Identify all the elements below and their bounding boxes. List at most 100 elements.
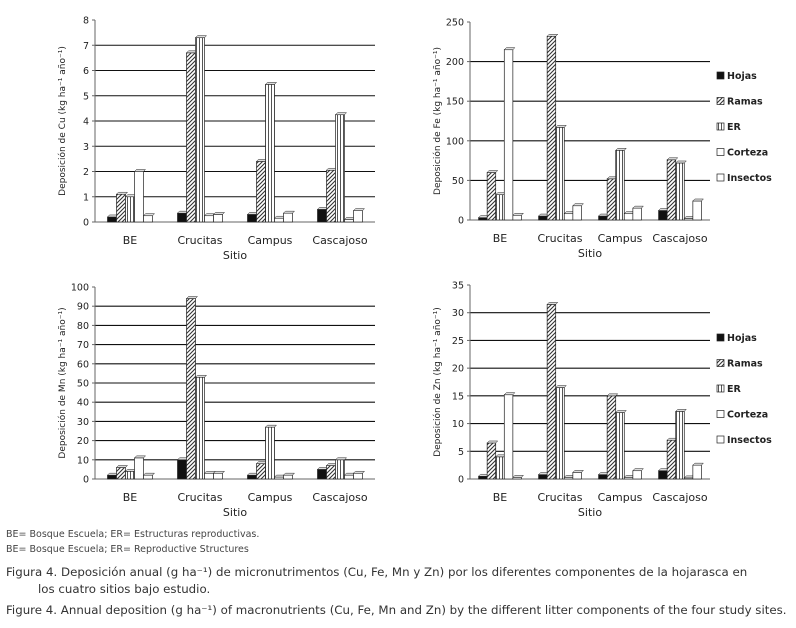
bar-cap [512, 212, 525, 216]
bar-cap [572, 203, 585, 206]
bar-er [675, 162, 685, 221]
bar-cap [615, 148, 627, 151]
bar-cap [352, 208, 366, 211]
y-tick-label: 200 [446, 57, 464, 68]
legend-swatch-corteza [716, 410, 725, 418]
bar-insectos [632, 207, 642, 221]
bar-insectos [572, 471, 582, 480]
y-tick-label: 8 [83, 16, 89, 27]
bar-hojas [538, 215, 548, 221]
x-axis-title: Sitio [578, 247, 602, 260]
bar-corteza [344, 474, 354, 480]
bar-er [195, 376, 205, 480]
legend-swatch-insectos [716, 173, 725, 182]
legend-swatch-er [716, 384, 725, 393]
bar-cap [615, 410, 627, 413]
abbrev-note-es: BE= Bosque Escuela; ER= Estructuras repr… [6, 529, 260, 540]
bar-cap [606, 393, 619, 397]
bar-hojas [107, 474, 117, 480]
y-tick-label: 5 [458, 447, 464, 458]
bar-cap [546, 302, 559, 305]
bar-cap [546, 34, 559, 37]
bar-insectos [143, 474, 153, 480]
y-tick-label: 30 [77, 417, 89, 428]
bar-cap [666, 157, 679, 161]
bar-er [335, 114, 345, 223]
bar-insectos [692, 464, 702, 480]
bar-cap [675, 160, 687, 164]
bar-insectos [213, 214, 223, 223]
y-tick-label: 15 [452, 391, 464, 402]
bar-ramas [546, 304, 557, 480]
y-tick-label: 80 [77, 321, 89, 332]
y-tick-label: 5 [83, 91, 89, 102]
bar-ramas [486, 442, 497, 480]
bar-ramas [256, 161, 266, 223]
bar-cap [185, 296, 199, 299]
bar-corteza [344, 219, 354, 223]
bar-cap [675, 409, 687, 412]
bar-cap [352, 470, 366, 474]
caption-es-line1: Figura 4. Deposición anual (g ha⁻¹) de m… [6, 565, 748, 579]
x-tick-label: BE [123, 234, 138, 247]
y-tick-label: 0 [83, 218, 89, 229]
bar-cap [692, 198, 705, 202]
bar-cap [334, 112, 348, 115]
bar-er [495, 456, 505, 480]
bar-cap [334, 457, 348, 461]
bar-ramas [666, 159, 677, 221]
caption-en: Figure 4. Annual deposition (g ha⁻¹) of … [6, 603, 787, 617]
x-tick-label: Crucitas [537, 491, 582, 504]
bar-insectos [143, 215, 153, 223]
legend-label: Corteza [727, 410, 768, 421]
y-tick-label: 10 [452, 419, 464, 430]
x-tick-label: Campus [598, 491, 643, 504]
y-tick-label: 100 [446, 136, 464, 147]
y-tick-label: 50 [452, 176, 464, 187]
y-tick-label: 0 [458, 216, 464, 227]
abbrev-note-en: BE= Bosque Escuela; ER= Reproductive Str… [6, 544, 249, 555]
y-axis-title: Deposición de Mn (kg ha⁻¹ año⁻¹) [57, 307, 68, 458]
bar-insectos [213, 472, 223, 480]
bar-insectos [283, 212, 293, 223]
y-tick-label: 7 [83, 41, 89, 52]
bar-cap [133, 455, 147, 459]
y-tick-label: 70 [77, 340, 89, 351]
bar-corteza [503, 394, 514, 480]
legend-label: Insectos [727, 173, 772, 184]
bar-er [495, 194, 505, 221]
bar-cap [142, 213, 156, 216]
bar-cap [282, 472, 296, 476]
caption-es-line2: los cuatro sitios bajo estudio. [38, 582, 211, 596]
bar-cap [115, 191, 129, 195]
bar-er [125, 196, 135, 223]
legend-label: Ramas [727, 359, 763, 370]
bar-ramas [116, 467, 126, 480]
y-tick-label: 30 [452, 308, 464, 319]
bar-hojas [317, 209, 327, 223]
legend-label: Insectos [727, 435, 772, 446]
y-tick-label: 150 [446, 97, 464, 108]
bar-hojas [177, 212, 187, 223]
bar-corteza [274, 217, 284, 223]
bar-hojas [538, 474, 548, 480]
bar-er [195, 37, 205, 223]
bar-hojas [478, 475, 488, 480]
bar-cap [503, 47, 516, 50]
bar-er [265, 84, 275, 223]
bar-hojas [598, 215, 608, 221]
bar-cap [503, 392, 516, 395]
bar-cap [692, 462, 705, 466]
x-tick-label: Cascajoso [312, 234, 367, 247]
legend-swatch-corteza [716, 148, 725, 156]
bar-corteza [563, 213, 574, 221]
x-axis-title: Sitio [223, 249, 247, 262]
bar-ramas [326, 465, 336, 480]
bar-ramas [326, 169, 336, 223]
x-tick-label: Crucitas [177, 491, 222, 504]
y-tick-label: 90 [77, 302, 89, 313]
bar-corteza [134, 457, 144, 480]
bar-hojas [658, 210, 668, 221]
x-tick-label: Cascajoso [652, 491, 707, 504]
y-tick-label: 40 [77, 398, 89, 409]
